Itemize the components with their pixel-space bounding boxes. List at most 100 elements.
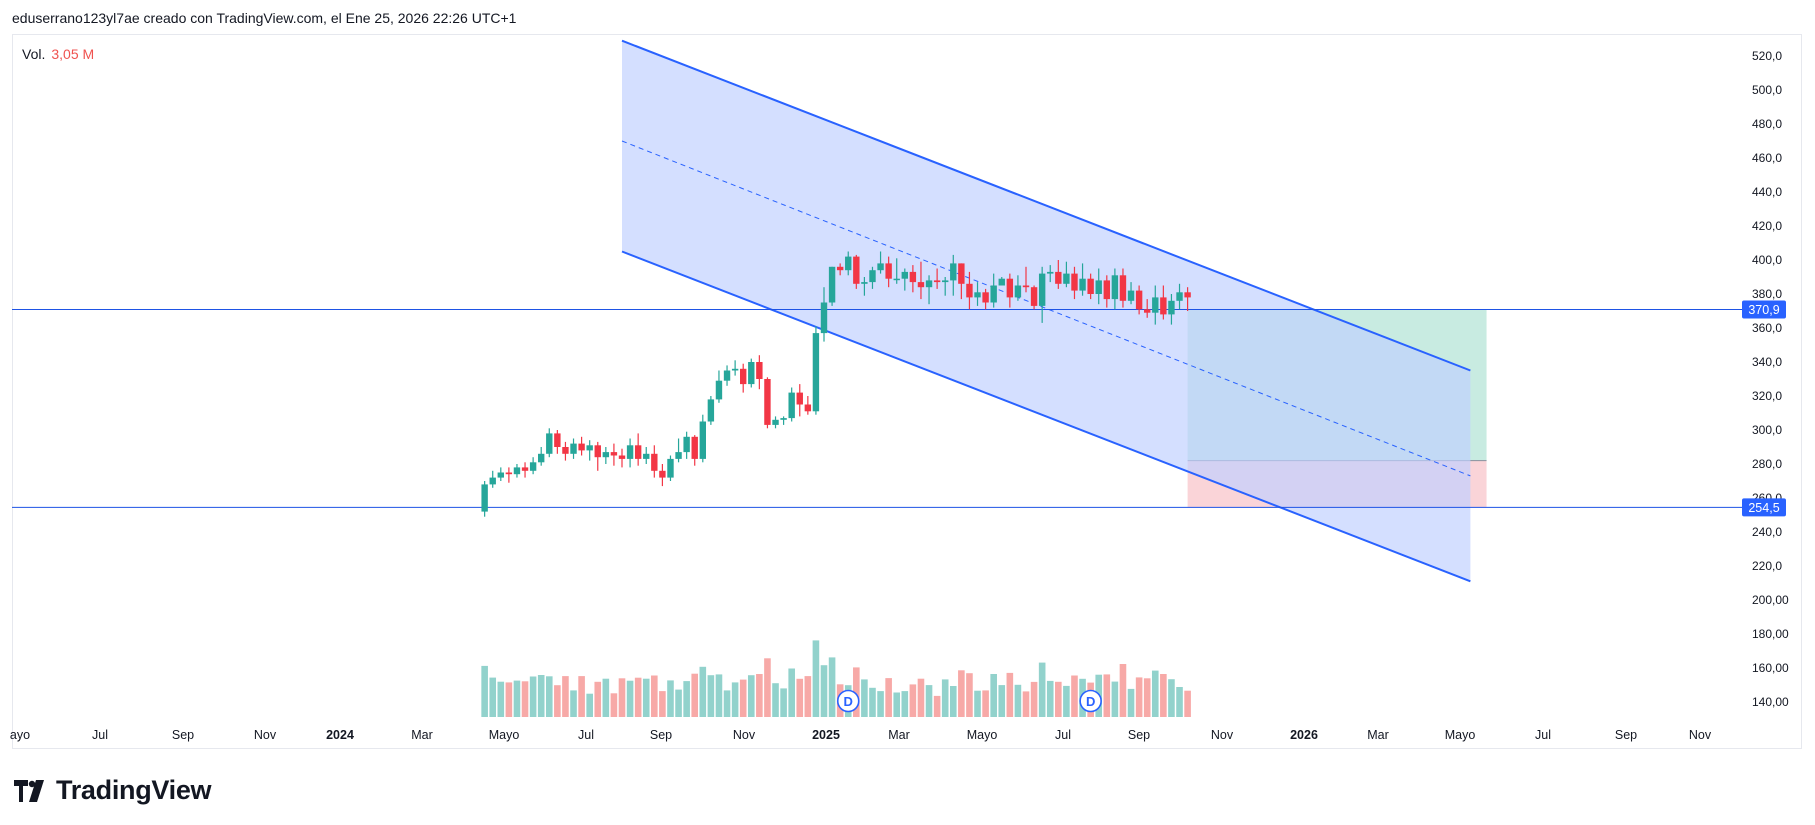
candle — [723, 365, 731, 386]
candle-body — [618, 455, 626, 459]
price-tick-label: 160,00 — [1752, 661, 1789, 675]
candle — [1095, 268, 1102, 305]
volume-bar — [594, 681, 602, 717]
volume-bar — [990, 674, 997, 717]
volume-bar — [933, 695, 941, 717]
candle — [610, 443, 618, 466]
candle — [893, 258, 900, 284]
volume-bar — [683, 681, 690, 717]
volume-bar — [1184, 690, 1191, 717]
volume-bar — [731, 682, 739, 717]
candle — [756, 355, 763, 390]
volume-bar — [1038, 662, 1046, 717]
volume-bar — [756, 674, 763, 717]
candle-body — [1095, 280, 1102, 294]
tradingview-logo[interactable]: TradingView — [14, 775, 212, 806]
candle — [1127, 282, 1135, 305]
candle-body — [1119, 275, 1127, 301]
candle — [836, 263, 844, 276]
dividend-marker-circle — [1079, 689, 1102, 713]
candle — [667, 455, 674, 481]
candle — [982, 288, 989, 310]
volume-bar — [877, 691, 884, 717]
candle — [917, 261, 925, 300]
candle-body — [529, 462, 537, 471]
volume-bar — [901, 691, 909, 717]
time-tick-label: Jul — [92, 728, 108, 742]
candle-body — [990, 285, 997, 303]
time-tick-label: Mar — [411, 728, 433, 742]
channel-lower-line — [621, 250, 1471, 583]
chart-frame — [12, 34, 1802, 749]
candle-body — [877, 263, 884, 271]
candle — [634, 433, 642, 466]
candle-body — [1006, 278, 1014, 298]
candle — [1168, 294, 1175, 325]
candle — [626, 438, 634, 468]
time-tick-label: Sep — [172, 728, 194, 742]
candle-body — [982, 292, 989, 303]
candle — [1135, 285, 1143, 315]
volume-bar — [723, 690, 731, 717]
candle-body — [1168, 300, 1175, 315]
horizontal-levels — [12, 308, 1742, 508]
dividend-marker: D — [1079, 689, 1102, 713]
time-tick-label: Mayo — [1445, 728, 1476, 742]
candle-body — [1014, 285, 1022, 298]
candle — [513, 464, 521, 478]
candle — [1103, 275, 1110, 308]
time-tick-label: Sep — [1128, 728, 1150, 742]
candle-body — [796, 392, 803, 405]
candle — [675, 438, 682, 463]
candle-body — [1152, 297, 1159, 313]
time-tick-label: 2026 — [1290, 728, 1318, 742]
volume-bar — [1168, 679, 1175, 717]
candle — [562, 441, 569, 461]
candle — [780, 416, 787, 425]
level-price-label: 370,9 — [1748, 303, 1779, 317]
price-tick-label: 520,0 — [1752, 49, 1782, 63]
candle — [748, 358, 755, 388]
candle — [554, 430, 561, 454]
candle — [1184, 287, 1191, 311]
candle-body — [1135, 290, 1143, 310]
volume-bar — [642, 678, 650, 717]
candle — [1119, 268, 1127, 308]
volume-bar — [659, 691, 666, 717]
volume-bar — [570, 690, 577, 717]
volume-bar — [828, 657, 836, 717]
time-tick-label: 2025 — [812, 728, 840, 742]
volume-bar — [1119, 664, 1127, 717]
volume-bar — [634, 677, 642, 717]
candle — [1152, 285, 1159, 325]
candle — [521, 462, 529, 478]
price-tick-label: 320,0 — [1752, 389, 1782, 403]
chart-caption: eduserrano123yl7ae creado con TradingVie… — [12, 10, 517, 26]
candle-body — [610, 452, 618, 456]
volume-bar — [651, 675, 658, 717]
volume-bar — [820, 665, 828, 717]
candle — [489, 470, 496, 488]
candle — [885, 256, 892, 288]
candle-body — [812, 333, 820, 412]
candle-body — [1030, 287, 1038, 306]
candle-body — [634, 445, 642, 459]
candle — [1071, 266, 1078, 300]
candle — [901, 268, 908, 291]
candle — [1160, 285, 1167, 320]
time-tick-label: Nov — [1211, 728, 1234, 742]
volume-bar — [1046, 680, 1054, 717]
volume-bar — [1014, 684, 1022, 717]
candle-body — [901, 271, 908, 279]
candle — [1038, 266, 1046, 323]
level-price-label: 254,5 — [1748, 501, 1779, 515]
volume-bar — [1176, 687, 1183, 717]
candle-body — [562, 447, 569, 454]
volume-bar — [893, 692, 901, 717]
candle — [1087, 273, 1094, 300]
candle — [804, 396, 812, 415]
candle-body — [836, 266, 844, 271]
candle-body — [570, 443, 577, 454]
candle-body — [651, 453, 658, 471]
